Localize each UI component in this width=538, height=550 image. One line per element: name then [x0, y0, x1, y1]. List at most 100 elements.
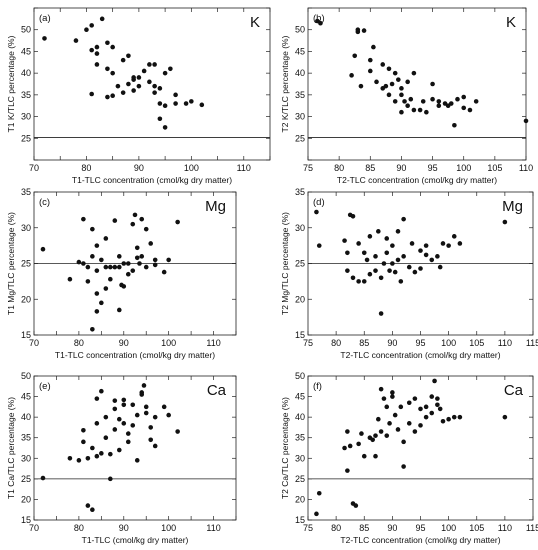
element-label: Ca [504, 382, 524, 399]
x-tick-label: 85 [359, 523, 369, 533]
data-point [381, 261, 387, 266]
data-point [89, 47, 94, 53]
x-axis-label: T1-TLC (cmol/kg dry matter) [82, 535, 189, 545]
data-point [350, 214, 356, 219]
data-point [175, 429, 180, 434]
x-tick-label: 100 [441, 338, 456, 348]
data-point [411, 70, 417, 76]
data-point [199, 102, 205, 108]
x-tick-label: 90 [396, 163, 406, 173]
data-point [367, 57, 373, 63]
data-point [378, 429, 384, 434]
x-tick-label: 100 [441, 523, 456, 533]
data-point [99, 388, 104, 394]
data-point [361, 250, 367, 256]
data-point [390, 261, 395, 266]
data-point [384, 404, 390, 410]
x-tick-label: 80 [74, 338, 84, 348]
data-point [435, 254, 440, 259]
data-point [406, 421, 412, 426]
y-axis-label: T1 Mg/TLC percentage (%) [6, 212, 16, 315]
y-tick-label: 35 [295, 187, 305, 197]
plot-frame [307, 7, 527, 161]
data-point [387, 421, 392, 426]
data-point [430, 81, 435, 87]
data-point [373, 453, 378, 459]
data-point [116, 416, 122, 422]
y-tick-label: 35 [295, 433, 305, 443]
x-tick-label: 95 [415, 338, 425, 348]
data-point [417, 107, 423, 113]
element-label: Mg [502, 198, 523, 215]
y-tick-label: 20 [21, 494, 31, 504]
data-point [502, 219, 508, 225]
data-point [130, 268, 136, 273]
y-tick-label: 50 [295, 371, 305, 381]
chart-panel: 75 80 85 90 95 100 105 110 115 15 20 25 30 35 T2-TLC c… [280, 187, 538, 360]
data-point [136, 83, 142, 89]
y-tick-label: 25 [21, 259, 31, 269]
y-tick-label: 20 [21, 294, 31, 304]
data-point [378, 275, 384, 281]
data-point [342, 445, 347, 451]
x-tick-label: 80 [331, 338, 341, 348]
data-point [134, 255, 140, 261]
data-point [345, 468, 350, 473]
data-point [67, 276, 73, 282]
data-point [367, 68, 373, 74]
data-point [467, 107, 473, 113]
data-point [99, 451, 104, 456]
data-point [108, 264, 113, 270]
y-tick-label: 30 [295, 223, 305, 233]
y-tick-label: 45 [21, 46, 31, 56]
data-point [423, 404, 429, 410]
data-point [81, 261, 86, 266]
data-point [131, 88, 136, 93]
x-tick-label: 70 [29, 523, 39, 533]
data-point [411, 107, 417, 113]
y-tick-label: 50 [21, 25, 31, 35]
x-tick-label: 110 [519, 163, 533, 173]
x-tick-label: 110 [498, 338, 512, 348]
data-point [398, 404, 404, 410]
data-point [161, 269, 167, 275]
data-point [81, 428, 86, 433]
x-tick-label: 75 [303, 338, 313, 348]
plot-frame [307, 375, 534, 521]
data-point [361, 279, 367, 284]
data-point [141, 383, 147, 388]
data-point [451, 234, 457, 239]
y-axis-label: T1 Ca/TLC percentage (%) [6, 397, 16, 499]
x-tick-label: 100 [161, 523, 176, 533]
data-point [345, 429, 350, 434]
element-label: K [250, 14, 260, 31]
panel-label: (d) [313, 197, 325, 208]
data-point [359, 431, 364, 436]
data-point [352, 53, 358, 59]
data-point [90, 254, 95, 259]
x-tick-label: 90 [387, 523, 397, 533]
data-point [112, 427, 118, 432]
data-point [386, 66, 392, 72]
data-point [461, 105, 467, 111]
data-point [94, 268, 100, 273]
data-point [99, 16, 105, 22]
data-point [132, 212, 138, 218]
y-tick-label: 40 [295, 68, 305, 78]
data-point [130, 402, 136, 408]
y-tick-label: 20 [295, 494, 305, 504]
data-point [384, 250, 390, 256]
data-point [42, 36, 47, 41]
x-axis-label: T2-TLC concentration (cmol/kg dry matter… [340, 535, 500, 545]
x-axis-label: T1-TLC concentration (cmol/kg dry matter… [72, 175, 232, 185]
data-point [380, 62, 386, 67]
data-point [386, 92, 392, 98]
data-point [152, 262, 158, 268]
data-point [316, 490, 322, 496]
data-point [121, 284, 127, 289]
data-point [94, 51, 100, 56]
data-point [73, 38, 79, 43]
data-point [429, 257, 435, 263]
panel-label: (e) [39, 381, 51, 392]
data-point [134, 245, 140, 251]
